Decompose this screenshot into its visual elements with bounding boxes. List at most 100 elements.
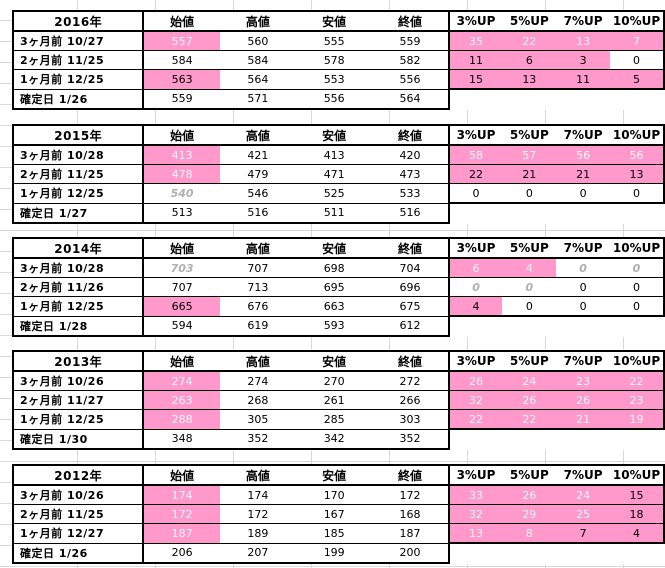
column-header[interactable]: 終値 [372, 124, 450, 146]
value-cell[interactable]: 274 [219, 370, 297, 391]
value-cell[interactable]: 21 [502, 164, 557, 184]
value-cell[interactable]: 13 [448, 523, 503, 544]
value-cell[interactable]: 675 [372, 296, 450, 317]
value-cell[interactable]: 29 [502, 504, 557, 524]
value-cell[interactable]: 26 [502, 390, 557, 410]
row-label[interactable]: 確定日 1/28 [11, 315, 145, 337]
value-cell[interactable]: 268 [219, 390, 297, 410]
value-cell[interactable]: 348 [143, 428, 220, 450]
column-header[interactable]: 安値 [296, 124, 373, 146]
value-cell[interactable]: 540 [143, 183, 220, 204]
empty-cell[interactable] [556, 315, 611, 336]
value-cell[interactable]: 511 [296, 202, 373, 224]
column-header[interactable]: 安値 [296, 10, 373, 32]
column-header[interactable]: 高値 [219, 350, 297, 372]
value-cell[interactable]: 0 [556, 296, 611, 317]
value-cell[interactable]: 13 [610, 164, 665, 184]
value-cell[interactable]: 713 [219, 277, 297, 297]
value-cell[interactable]: 421 [219, 144, 297, 165]
value-cell[interactable]: 21 [556, 164, 611, 184]
value-cell[interactable]: 471 [296, 164, 373, 184]
column-header[interactable]: 3%UP [448, 464, 503, 486]
value-cell[interactable]: 7 [610, 30, 665, 51]
value-cell[interactable]: 5 [610, 69, 665, 90]
column-header[interactable]: 終値 [372, 350, 450, 372]
value-cell[interactable]: 413 [143, 144, 220, 165]
value-cell[interactable]: 0 [448, 277, 503, 297]
value-cell[interactable]: 559 [372, 30, 450, 51]
value-cell[interactable]: 704 [372, 257, 450, 278]
value-cell[interactable]: 22 [610, 370, 665, 391]
value-cell[interactable]: 187 [372, 523, 450, 544]
value-cell[interactable]: 6 [502, 50, 557, 70]
value-cell[interactable]: 174 [143, 484, 220, 505]
row-label[interactable]: 3ヶ月前 10/28 [11, 257, 145, 278]
value-cell[interactable]: 19 [610, 409, 665, 430]
value-cell[interactable]: 0 [502, 183, 557, 204]
empty-cell[interactable] [556, 88, 611, 109]
column-header[interactable]: 3%UP [448, 124, 503, 146]
value-cell[interactable]: 564 [219, 69, 297, 90]
value-cell[interactable]: 594 [143, 315, 220, 337]
row-label[interactable]: 3ヶ月前 10/28 [11, 144, 145, 165]
empty-cell[interactable] [502, 542, 557, 563]
value-cell[interactable]: 525 [296, 183, 373, 204]
year-label[interactable]: 2012年 [11, 464, 145, 486]
column-header[interactable]: 5%UP [502, 350, 557, 372]
column-header[interactable]: 10%UP [610, 350, 665, 372]
value-cell[interactable]: 0 [610, 183, 665, 204]
row-label[interactable]: 2ヶ月前 11/25 [11, 504, 145, 524]
value-cell[interactable]: 571 [219, 88, 297, 110]
column-header[interactable]: 7%UP [556, 124, 611, 146]
value-cell[interactable]: 305 [219, 409, 297, 430]
year-label[interactable]: 2013年 [11, 350, 145, 372]
value-cell[interactable]: 272 [372, 370, 450, 391]
value-cell[interactable]: 32 [448, 390, 503, 410]
value-cell[interactable]: 199 [296, 542, 373, 564]
value-cell[interactable]: 698 [296, 257, 373, 278]
empty-cell[interactable] [610, 315, 664, 336]
empty-cell[interactable] [448, 202, 503, 223]
value-cell[interactable]: 619 [219, 315, 297, 337]
value-cell[interactable]: 553 [296, 69, 373, 90]
row-label[interactable]: 3ヶ月前 10/26 [11, 484, 145, 505]
value-cell[interactable]: 703 [143, 257, 220, 278]
value-cell[interactable]: 172 [143, 504, 220, 524]
empty-cell[interactable] [610, 428, 664, 449]
column-header[interactable]: 高値 [219, 10, 297, 32]
value-cell[interactable]: 695 [296, 277, 373, 297]
value-cell[interactable]: 200 [372, 542, 450, 564]
value-cell[interactable]: 11 [448, 50, 503, 70]
column-header[interactable]: 10%UP [610, 237, 665, 259]
row-label[interactable]: 2ヶ月前 11/25 [11, 50, 145, 70]
column-header[interactable]: 5%UP [502, 237, 557, 259]
value-cell[interactable]: 13 [556, 30, 611, 51]
value-cell[interactable]: 0 [610, 50, 665, 70]
value-cell[interactable]: 516 [219, 202, 297, 224]
year-label[interactable]: 2015年 [11, 124, 145, 146]
column-header[interactable]: 3%UP [448, 350, 503, 372]
row-label[interactable]: 1ヶ月前 12/25 [11, 183, 145, 204]
empty-cell[interactable] [502, 202, 557, 223]
value-cell[interactable]: 23 [556, 370, 611, 391]
empty-cell[interactable] [556, 428, 611, 449]
value-cell[interactable]: 473 [372, 164, 450, 184]
value-cell[interactable]: 578 [296, 50, 373, 70]
column-header[interactable]: 5%UP [502, 464, 557, 486]
value-cell[interactable]: 33 [448, 484, 503, 505]
column-header[interactable]: 始値 [143, 124, 220, 146]
value-cell[interactable]: 564 [372, 88, 450, 110]
value-cell[interactable]: 56 [556, 144, 611, 165]
value-cell[interactable]: 556 [372, 69, 450, 90]
value-cell[interactable]: 266 [372, 390, 450, 410]
value-cell[interactable]: 516 [372, 202, 450, 224]
value-cell[interactable]: 479 [219, 164, 297, 184]
value-cell[interactable]: 556 [296, 88, 373, 110]
empty-cell[interactable] [610, 202, 664, 223]
empty-cell[interactable] [502, 428, 557, 449]
value-cell[interactable]: 6 [448, 257, 503, 278]
value-cell[interactable]: 0 [610, 277, 665, 297]
column-header[interactable]: 高値 [219, 124, 297, 146]
value-cell[interactable]: 32 [448, 504, 503, 524]
value-cell[interactable]: 172 [219, 504, 297, 524]
